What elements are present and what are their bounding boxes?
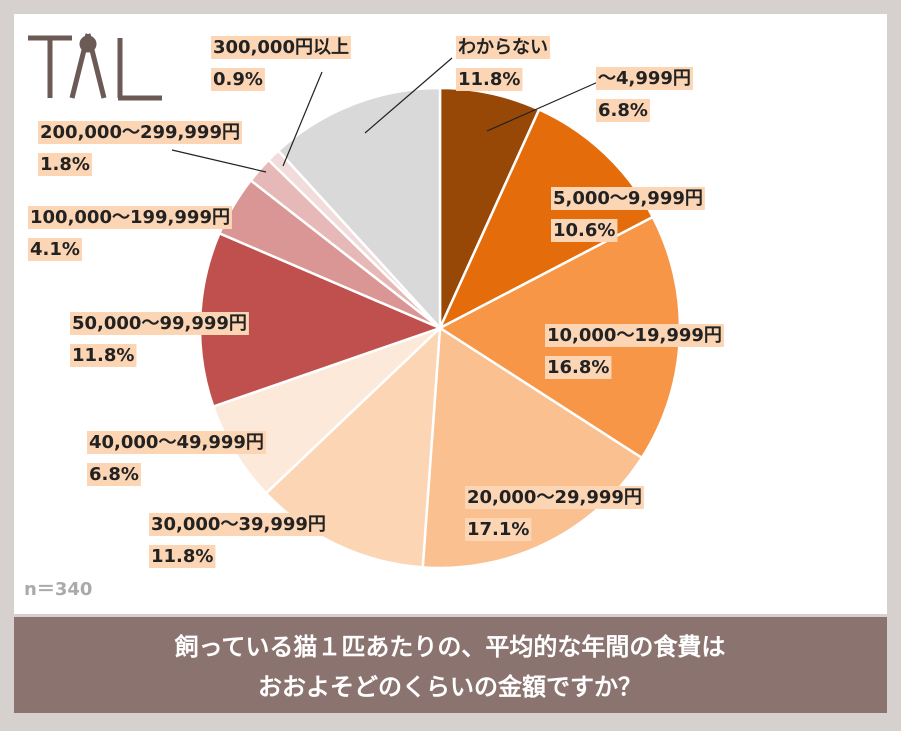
- leader-lines: [171, 57, 599, 173]
- value-label: 10.6%: [553, 220, 615, 241]
- label-background: [456, 68, 523, 91]
- category-label: ～4,999円: [598, 68, 691, 89]
- label-background: [456, 36, 550, 59]
- leader-line: [171, 149, 267, 173]
- label-background: [596, 99, 650, 122]
- category-label: 200,000～299,999円: [40, 122, 240, 143]
- label-background: [551, 219, 618, 242]
- category-label: 30,000～39,999円: [151, 514, 326, 535]
- label-background: [551, 187, 705, 210]
- label-background: [465, 518, 532, 541]
- labels: ～4,999円 6.8% 5,000～9,999円 10.6% 10,000～19,99…: [28, 36, 724, 568]
- leader-line: [364, 57, 453, 134]
- value-label: 4.1%: [30, 239, 80, 260]
- pie: [198, 86, 682, 570]
- value-label: 11.8%: [458, 69, 520, 90]
- label-background: [545, 356, 612, 379]
- value-label: 6.8%: [598, 100, 648, 121]
- label-background: [596, 67, 693, 90]
- category-label: 50,000～99,999円: [72, 313, 247, 334]
- chart-title: 飼っている猫１匹あたりの、平均的な年間の食費は: [175, 633, 726, 661]
- pie-slice: [264, 324, 442, 569]
- value-label: 6.8%: [89, 464, 139, 485]
- label-background: [70, 312, 249, 335]
- value-label: 0.9%: [213, 69, 263, 90]
- sample-size: n＝340: [24, 579, 92, 600]
- value-label: 1.8%: [40, 154, 90, 175]
- label-background: [211, 68, 265, 91]
- label-background: [545, 324, 724, 347]
- category-label: 20,000～29,999円: [467, 487, 642, 508]
- category-label: 100,000～199,999円: [30, 207, 230, 228]
- logo: [28, 33, 162, 101]
- label-background: [149, 513, 328, 536]
- label-background: [28, 238, 82, 261]
- value-label: 11.8%: [151, 546, 213, 567]
- value-label: 17.1%: [467, 519, 529, 540]
- label-background: [28, 206, 232, 229]
- label-background: [149, 545, 216, 568]
- leader-line: [486, 81, 599, 132]
- label-background: [70, 344, 137, 367]
- label-background: [38, 121, 242, 144]
- leader-line: [282, 71, 323, 167]
- value-label: 11.8%: [72, 345, 134, 366]
- label-background: [211, 36, 351, 59]
- pie-slice: [276, 86, 442, 332]
- category-label: 5,000～9,999円: [553, 188, 703, 209]
- label-background: [465, 486, 644, 509]
- category-label: わからない: [458, 37, 548, 58]
- category-label: 300,000円以上: [213, 37, 349, 58]
- category-label: 40,000～49,999円: [89, 432, 264, 453]
- label-background: [87, 463, 141, 486]
- category-label: 10,000～19,999円: [547, 325, 722, 346]
- value-label: 16.8%: [547, 357, 609, 378]
- label-background: [38, 153, 92, 176]
- label-background: [87, 431, 266, 454]
- chart-title: おおよそどのくらいの金額ですか？: [258, 673, 642, 701]
- title-bar: [14, 617, 887, 713]
